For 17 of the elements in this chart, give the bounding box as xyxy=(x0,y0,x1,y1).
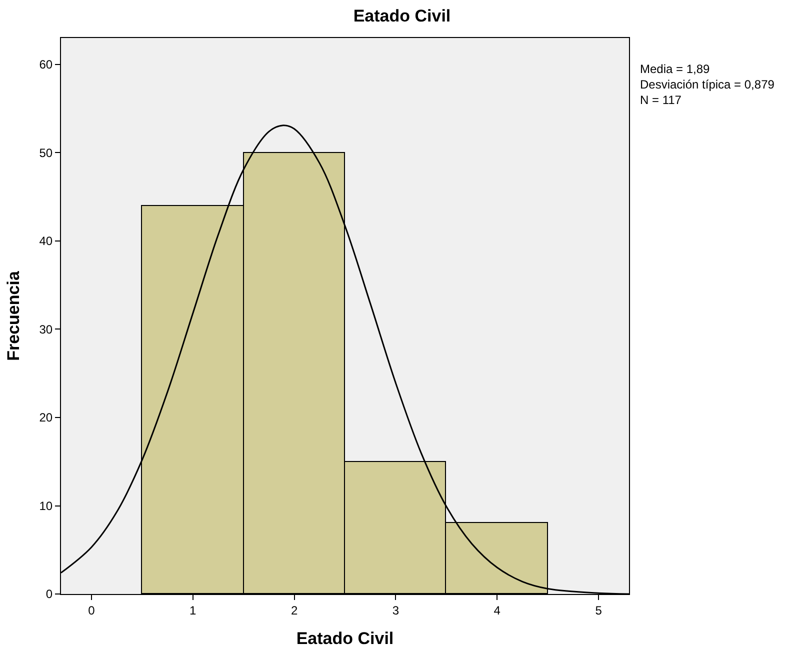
y-tick-label: 50 xyxy=(39,146,53,160)
y-tick-label: 30 xyxy=(39,322,53,336)
y-tick-label: 0 xyxy=(46,587,53,602)
x-tick-label: 0 xyxy=(88,603,96,618)
y-tick-label: 40 xyxy=(39,234,53,248)
x-tick-label: 4 xyxy=(494,603,501,618)
y-tick-label: 20 xyxy=(39,410,53,425)
x-tick-label: 2 xyxy=(290,603,298,618)
x-tick-label: 3 xyxy=(392,603,400,618)
x-tick-label: 5 xyxy=(595,603,602,618)
y-tick-label: 60 xyxy=(39,58,53,72)
y-axis-title: Frecuencia xyxy=(4,270,23,361)
x-axis-title: Eatado Civil xyxy=(296,628,394,648)
text: Media = 1,89 Desviación típica = 0,879 N = 117 xyxy=(640,62,775,108)
y-tick-label: 10 xyxy=(39,498,53,513)
x-tick-label: 1 xyxy=(190,603,197,618)
chart-title: Eatado Civil xyxy=(353,6,451,26)
